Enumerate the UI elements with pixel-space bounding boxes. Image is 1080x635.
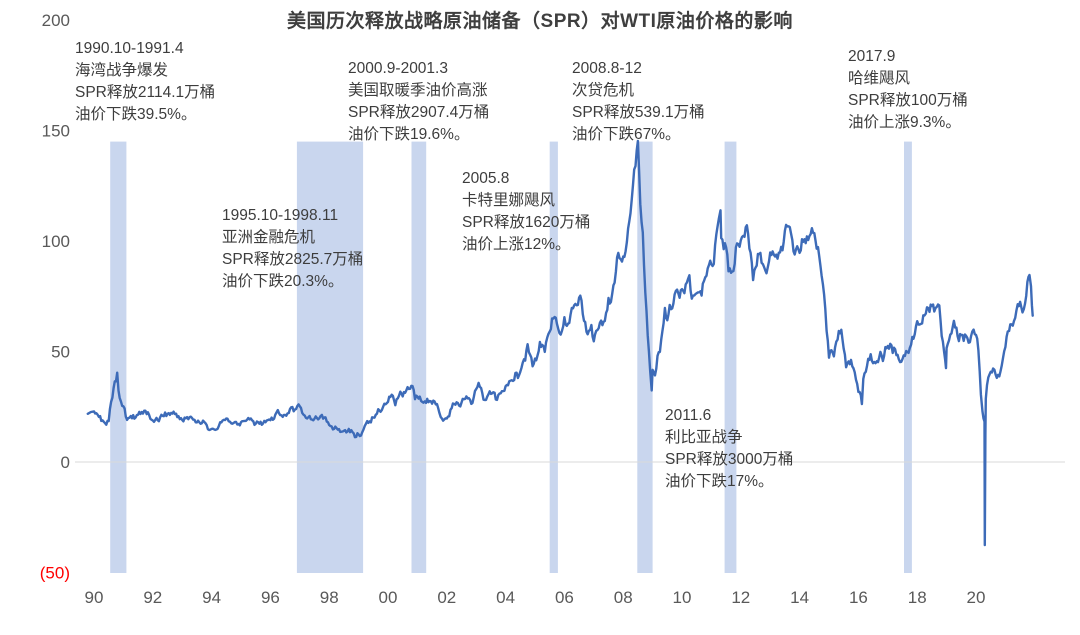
x-axis-label-14: 14 [790,588,809,607]
spr-release-band-7 [904,141,912,573]
x-axis-label-08: 08 [614,588,633,607]
chart-title: 美国历次释放战略原油储备（SPR）对WTI原油价格的影响 [287,11,793,32]
x-axis-label-98: 98 [320,588,339,607]
y-axis-label-150: 150 [42,122,70,141]
x-axis-label-00: 00 [379,588,398,607]
x-axis-label-90: 90 [85,588,104,607]
x-axis-label-96: 96 [261,588,280,607]
spr-release-band-3 [411,141,427,573]
y-axis-label-50: 50 [51,343,70,362]
spr-release-band-1 [110,141,127,573]
x-axis-label-18: 18 [908,588,927,607]
spr-release-band-4 [549,141,558,573]
y-axis-label-200: 200 [42,11,70,30]
spr-release-band-6 [724,141,737,573]
x-axis-label-10: 10 [673,588,692,607]
spr-release-band-2 [296,141,364,573]
x-axis-label-06: 06 [555,588,574,607]
x-axis-label-02: 02 [437,588,456,607]
x-axis-label-94: 94 [202,588,221,607]
x-axis-label-04: 04 [496,588,515,607]
y-axis-label-100: 100 [42,232,70,251]
x-axis-label-20: 20 [967,588,986,607]
x-axis-label-92: 92 [143,588,162,607]
spr-release-band-5 [637,141,653,573]
y-axis-label--50: (50) [40,564,70,583]
x-axis-label-12: 12 [731,588,750,607]
x-axis-label-16: 16 [849,588,868,607]
y-axis-label-0: 0 [61,453,70,472]
